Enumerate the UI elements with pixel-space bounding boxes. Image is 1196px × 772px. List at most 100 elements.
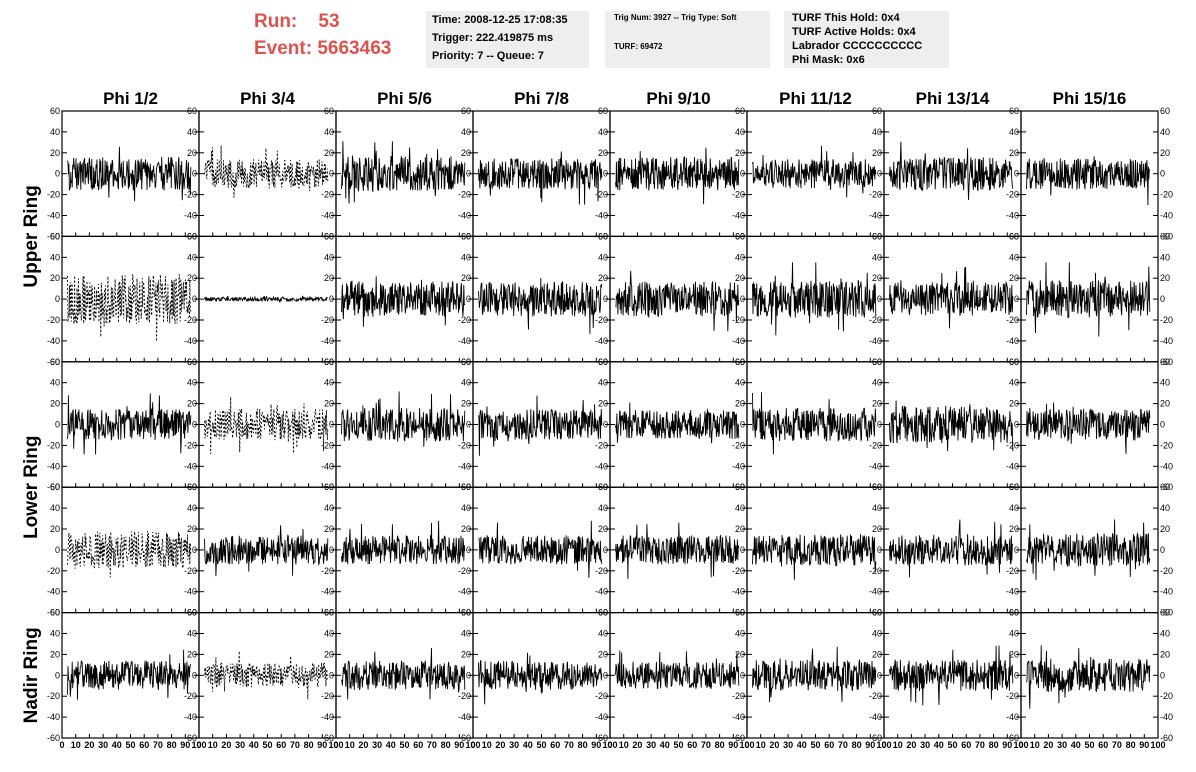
x-tick-label: 100 [876,740,891,750]
y-tick-label: 60 [1160,482,1170,492]
y-tick-label: 60 [735,608,745,618]
y-tick-label: 40 [598,503,608,513]
x-tick-label: 10 [756,740,766,750]
x-tick-label: 70 [290,740,300,750]
waveform-trace [889,266,1014,329]
panel-frame [61,486,200,614]
y-tick-label: -60 [47,733,60,743]
y-tick-label: 60 [735,357,745,367]
y-tick-label: 20 [872,649,882,659]
waveform-trace [341,276,466,327]
y-tick-label: -40 [869,712,882,722]
y-tick-label: 0 [55,420,60,430]
y-tick-label: 40 [1009,629,1019,639]
y-tick-label: 0 [466,294,471,304]
y-tick-label: 20 [324,399,334,409]
x-tick-label: 40 [523,740,533,750]
y-tick-label: 60 [872,482,882,492]
y-tick-label: 20 [461,148,471,158]
y-tick-label: -20 [321,190,334,200]
y-tick-label: 0 [1014,670,1019,680]
y-tick-label: -20 [47,315,60,325]
x-tick-label: 60 [1098,740,1108,750]
y-tick-label: 40 [735,503,745,513]
waveform-trace [478,151,603,205]
y-tick-label: 60 [324,231,334,241]
x-tick-label: 20 [221,740,231,750]
y-tick-label: -40 [321,211,334,221]
y-tick-label: -20 [1160,315,1173,325]
waveform-trace [752,262,877,336]
y-tick-label: -60 [1160,733,1173,743]
x-tick-label: 80 [304,740,314,750]
y-tick-label: 40 [1160,127,1170,137]
y-tick-label: 60 [735,482,745,492]
phi-column-label: Phi 5/6 [377,89,432,108]
y-tick-label: -40 [869,461,882,471]
x-tick-label: 20 [906,740,916,750]
waveform-trace [889,645,1014,706]
y-tick-label: 20 [1009,273,1019,283]
y-tick-label: 20 [1009,148,1019,158]
waveform-trace [615,650,740,689]
waveform-trace [204,525,329,577]
waveform-trace [752,646,877,703]
y-tick-label: 40 [324,378,334,388]
y-tick-label: 0 [55,169,60,179]
waveform-trace [752,145,877,198]
phi-mask-text: Phi Mask: 0x6 [792,54,865,66]
y-tick-label: 40 [872,127,882,137]
y-tick-label: 40 [1009,503,1019,513]
x-tick-label: 0 [59,740,64,750]
y-tick-label: 20 [324,524,334,534]
y-tick-label: -40 [321,712,334,722]
y-tick-label: 60 [461,231,471,241]
y-tick-label: 40 [461,127,471,137]
waveform-trace [341,647,466,700]
y-tick-label: 20 [872,273,882,283]
x-tick-label: 30 [1057,740,1067,750]
y-tick-label: -20 [1160,190,1173,200]
y-tick-label: 0 [603,420,608,430]
y-tick-label: 60 [461,608,471,618]
turf-active-holds-text: TURF Active Holds: 0x4 [792,26,916,38]
y-tick-label: -20 [47,190,60,200]
panel-frame [609,235,748,363]
y-tick-label: 60 [1160,357,1170,367]
y-tick-label: 20 [1009,649,1019,659]
x-tick-label: 30 [235,740,245,750]
y-tick-label: 60 [461,357,471,367]
phi-column-label: Phi 13/14 [916,89,990,108]
x-tick-label: 40 [249,740,259,750]
y-tick-label: -20 [595,691,608,701]
time-text: Time: 2008-12-25 17:08:35 [432,14,568,26]
y-tick-label: 60 [735,106,745,116]
y-tick-label: -20 [184,315,197,325]
y-tick-label: -60 [1160,357,1173,367]
y-tick-label: 60 [1160,231,1170,241]
y-tick-label: 40 [187,127,197,137]
y-tick-label: -40 [184,336,197,346]
y-tick-label: 0 [740,420,745,430]
y-tick-label: -40 [1006,211,1019,221]
x-tick-label: 80 [441,740,451,750]
y-tick-label: 60 [50,357,60,367]
y-tick-label: 20 [324,273,334,283]
y-tick-label: 40 [187,629,197,639]
y-tick-label: -20 [1160,566,1173,576]
x-tick-label: 60 [550,740,560,750]
y-tick-label: 0 [603,294,608,304]
y-tick-label: 0 [329,294,334,304]
y-tick-label: 40 [598,629,608,639]
y-tick-label: 60 [324,608,334,618]
y-tick-label: 40 [1160,629,1170,639]
y-tick-label: 0 [466,545,471,555]
y-tick-label: 0 [1014,545,1019,555]
x-tick-label: 50 [1084,740,1094,750]
y-tick-label: -40 [595,336,608,346]
y-tick-label: -20 [595,566,608,576]
y-tick-label: -20 [184,566,197,576]
y-tick-label: 60 [872,106,882,116]
y-tick-label: -20 [595,440,608,450]
y-tick-label: 0 [877,545,882,555]
